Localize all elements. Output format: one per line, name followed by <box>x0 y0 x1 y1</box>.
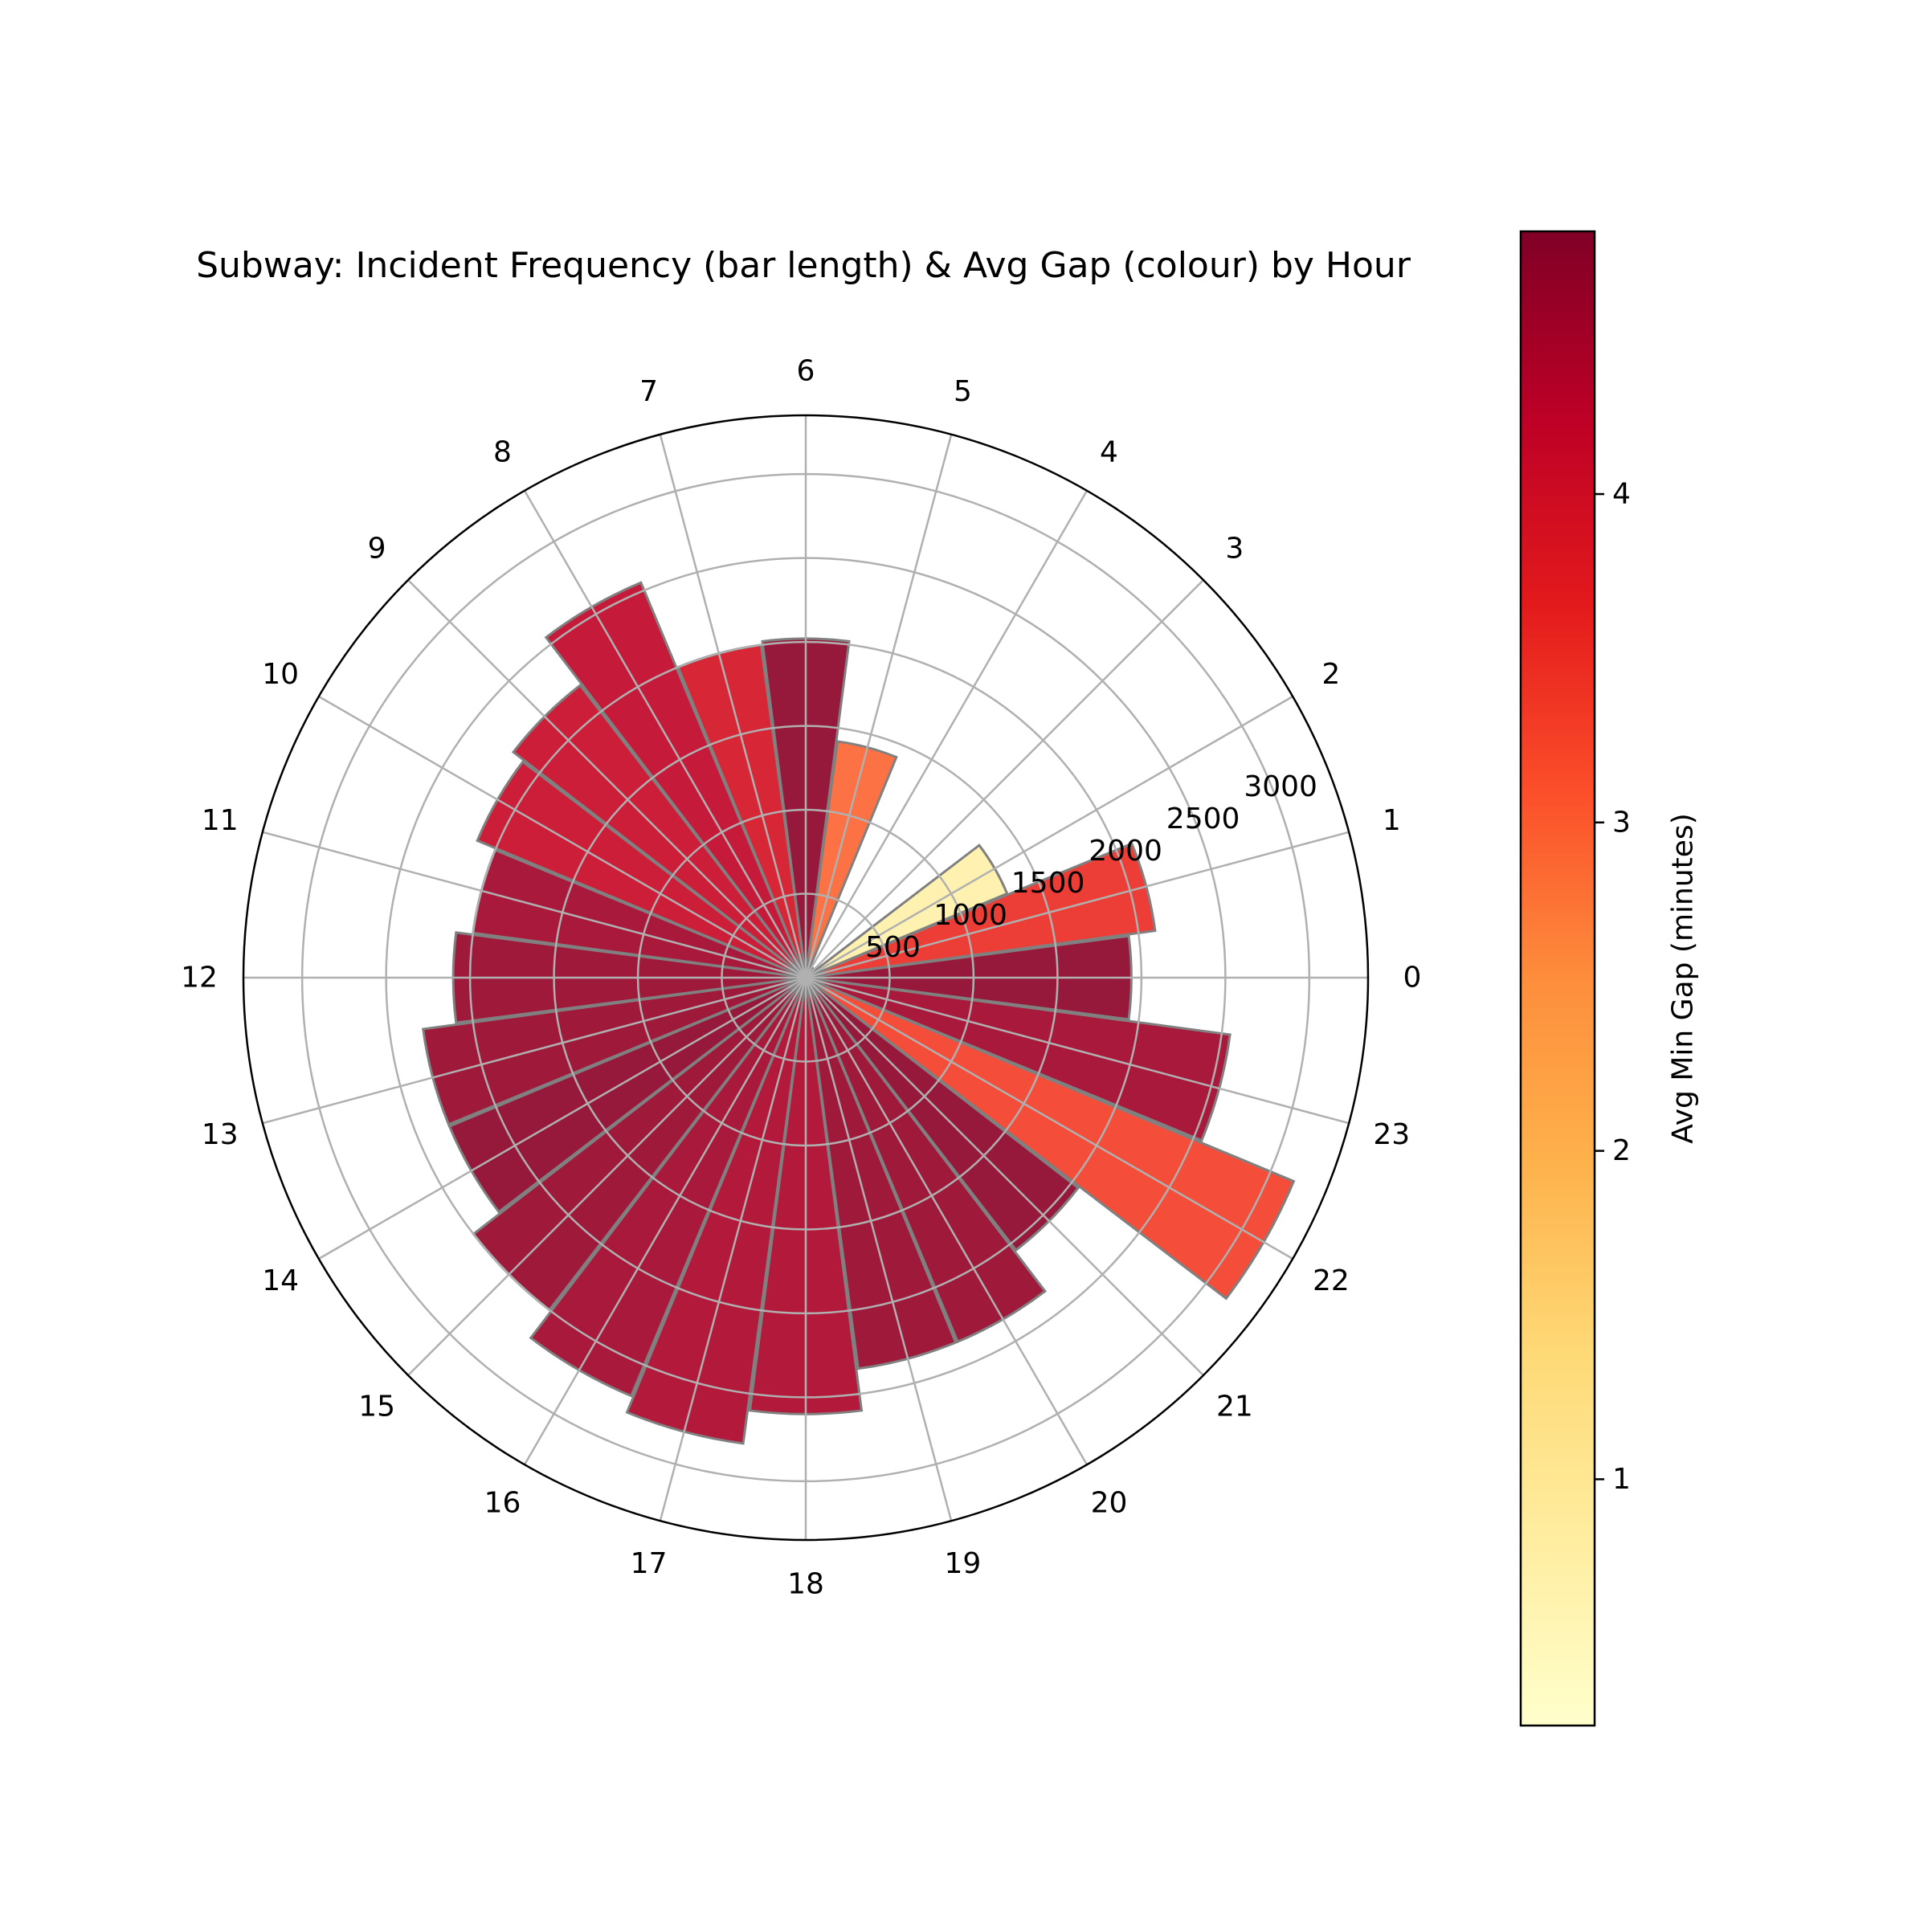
angle-tick-label: 3 <box>1225 533 1244 566</box>
angle-tick-label: 2 <box>1321 658 1340 691</box>
spoke-4 <box>804 490 1089 978</box>
angle-tick-label: 10 <box>262 658 299 691</box>
angle-tick-label: 17 <box>631 1547 668 1580</box>
angle-tick-label: 11 <box>202 804 239 837</box>
spoke-17 <box>659 977 807 1522</box>
angle-tick-label: 15 <box>358 1390 395 1423</box>
spoke-13 <box>262 976 807 1125</box>
radial-tick-label: 1000 <box>933 899 1007 932</box>
angle-tick-label: 9 <box>368 533 386 566</box>
spoke-7 <box>659 434 807 978</box>
spoke-2 <box>805 695 1293 979</box>
angle-tick-label: 1 <box>1383 804 1401 837</box>
angle-tick-label: 12 <box>181 962 218 995</box>
spoke-14 <box>318 976 807 1260</box>
labels-layer: 0123456789101112131415161718192021222350… <box>181 355 1421 1601</box>
colorbar-tick-label: 4 <box>1612 478 1631 511</box>
angle-tick-label: 14 <box>262 1264 299 1297</box>
colorbar-tick-label: 3 <box>1612 806 1631 839</box>
colorbar-tick-label: 2 <box>1612 1134 1631 1167</box>
spoke-20 <box>804 977 1089 1465</box>
angle-tick-label: 22 <box>1313 1264 1350 1297</box>
spoke-9 <box>407 579 807 978</box>
angle-tick-label: 20 <box>1091 1486 1128 1519</box>
angle-tick-label: 0 <box>1403 962 1422 995</box>
angle-tick-label: 7 <box>639 375 658 408</box>
spoke-11 <box>262 831 807 979</box>
radial-tick-label: 2000 <box>1089 835 1162 868</box>
radial-tick-label: 3000 <box>1244 770 1317 803</box>
colorbar: 1 2 3 4 Avg Min Gap (minutes) <box>1519 230 1700 1727</box>
colorbar-label: Avg Min Gap (minutes) <box>1667 813 1700 1144</box>
colorbar-tick-label: 1 <box>1612 1463 1631 1496</box>
angle-tick-label: 5 <box>954 375 972 408</box>
spoke-15 <box>407 977 807 1376</box>
angle-tick-label: 8 <box>493 436 512 469</box>
angle-tick-label: 18 <box>787 1568 824 1601</box>
spoke-22 <box>805 976 1293 1260</box>
radial-tick-label: 2500 <box>1166 803 1240 835</box>
spoke-21 <box>805 977 1204 1376</box>
angle-tick-label: 23 <box>1373 1118 1410 1151</box>
radial-tick-label: 1500 <box>1011 867 1085 900</box>
spoke-8 <box>523 490 807 978</box>
angle-tick-label: 16 <box>484 1486 521 1519</box>
spoke-10 <box>318 695 807 979</box>
spoke-23 <box>805 976 1350 1125</box>
polar-frame <box>242 414 1370 1542</box>
radial-tick-label: 500 <box>865 931 921 964</box>
spoke-1 <box>805 831 1350 979</box>
angle-tick-label: 21 <box>1216 1390 1253 1423</box>
angle-tick-label: 4 <box>1100 436 1118 469</box>
spoke-3 <box>805 579 1204 978</box>
grid-layer <box>242 414 1370 1542</box>
chart-title: Subway: Incident Frequency (bar length) … <box>196 245 1411 286</box>
colorbar-gradient-bar <box>1519 230 1596 1727</box>
angle-tick-label: 13 <box>202 1118 239 1151</box>
spoke-5 <box>804 434 953 978</box>
spoke-19 <box>804 977 953 1522</box>
angle-tick-label: 6 <box>797 355 815 388</box>
spoke-16 <box>523 977 807 1465</box>
angle-tick-label: 19 <box>945 1547 982 1580</box>
